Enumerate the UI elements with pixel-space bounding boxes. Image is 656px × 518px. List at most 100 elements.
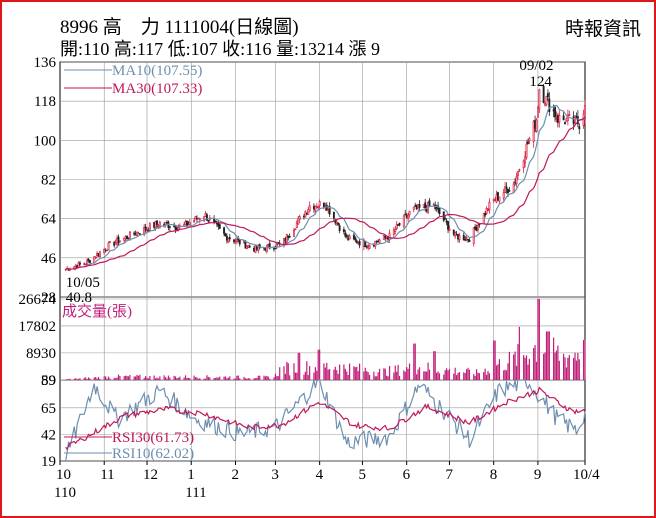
chart-header: 8996 高 力 1111004(日線圖) 開:110 高:117 低:107 …: [60, 10, 645, 60]
volume-bar: [209, 377, 211, 380]
volume-bar: [103, 376, 105, 380]
ma30-legend-label: MA30(107.33): [112, 81, 202, 97]
volume-bar: [418, 367, 421, 380]
volume-bar: [377, 372, 379, 380]
candle-body: [355, 240, 358, 244]
candle-body: [488, 201, 491, 210]
volume-bar: [313, 372, 315, 380]
candle-body: [146, 229, 148, 231]
volume-bar: [304, 371, 306, 380]
candle-body: [293, 230, 295, 237]
candle-body: [83, 263, 86, 265]
volume-bar: [475, 369, 478, 380]
volume-bar: [503, 370, 505, 380]
candle-body: [303, 215, 305, 218]
volume-bar: [136, 374, 138, 380]
volume-bar: [467, 367, 469, 380]
candle-body: [397, 224, 400, 226]
volume-bar: [458, 372, 461, 380]
volume-bar: [448, 369, 451, 380]
volume-bar: [387, 376, 389, 380]
x-tick-label: 6: [403, 467, 411, 483]
candle-body: [572, 116, 575, 124]
volume-bar: [116, 377, 118, 380]
volume-bar: [484, 368, 486, 380]
volume-bar: [346, 371, 348, 380]
volume-bar: [493, 340, 495, 380]
x-tick-label: 4: [316, 467, 324, 483]
volume-bar: [407, 368, 409, 380]
candle-body: [367, 246, 370, 249]
candle-body: [287, 235, 290, 238]
candle-body: [295, 222, 298, 229]
volume-bar: [383, 368, 385, 380]
candle-body: [508, 190, 511, 192]
candle-body: [354, 237, 357, 241]
candle-body: [555, 118, 558, 120]
volume-bar: [86, 379, 88, 380]
candle-body: [186, 220, 188, 226]
volume-bar: [319, 349, 321, 380]
candle-body: [564, 122, 566, 125]
volume-bar: [428, 369, 431, 380]
volume-bar: [217, 377, 219, 380]
volume-bar: [438, 373, 441, 380]
candle-body: [548, 98, 551, 113]
volume-bar: [544, 352, 546, 380]
volume-bar: [444, 370, 446, 380]
volume-bar: [266, 375, 268, 380]
candle-body: [417, 204, 420, 209]
candle-body: [117, 236, 120, 244]
volume-bar: [324, 367, 326, 380]
volume-bar: [447, 370, 449, 380]
candle-body: [314, 205, 317, 211]
volume-bar: [75, 378, 77, 380]
candle-body: [235, 239, 238, 243]
volume-bar: [368, 374, 371, 380]
volume-bar: [223, 376, 225, 380]
candle-body: [233, 239, 235, 243]
volume-bar: [433, 351, 435, 380]
volume-bar: [533, 348, 535, 380]
low-value-annotation: 40.8: [66, 290, 92, 306]
candle-body: [106, 249, 109, 252]
volume-bar: [253, 378, 255, 380]
volume-bar: [339, 364, 341, 380]
price-tick-label: 46: [41, 251, 57, 267]
candle-body: [364, 241, 367, 248]
candle-body: [415, 204, 418, 210]
volume-bar: [528, 358, 530, 380]
candle-body: [223, 227, 226, 234]
volume-bar: [525, 355, 528, 380]
volume-bar: [366, 371, 368, 380]
volume-bar: [507, 363, 509, 380]
volume-bar: [173, 375, 175, 380]
volume-bar: [513, 354, 515, 380]
volume-bar: [187, 377, 189, 380]
rsi10-line: [65, 379, 586, 462]
candle-body: [502, 192, 505, 199]
volume-bar: [296, 372, 298, 380]
rsi-tick-label: 65: [41, 401, 56, 417]
volume-bar: [164, 377, 167, 380]
candle-body: [193, 220, 196, 222]
volume-bar: [473, 374, 475, 380]
volume-bar: [144, 376, 147, 380]
candle-body: [378, 239, 381, 243]
volume-bar: [424, 371, 426, 380]
candle-body: [317, 205, 320, 208]
candle-body: [498, 196, 501, 202]
volume-bar: [237, 375, 239, 380]
volume-bar: [394, 365, 396, 380]
volume-bar: [214, 377, 217, 380]
volume-bar: [127, 376, 130, 380]
volume-bar: [87, 377, 90, 380]
candle-body: [133, 232, 136, 235]
candle-body: [187, 223, 190, 225]
volume-bar: [468, 369, 471, 380]
volume-bar: [66, 378, 68, 380]
volume-bar: [105, 376, 107, 380]
volume-bar: [306, 361, 308, 380]
volume-bar: [423, 371, 425, 380]
candle-body: [528, 137, 531, 142]
